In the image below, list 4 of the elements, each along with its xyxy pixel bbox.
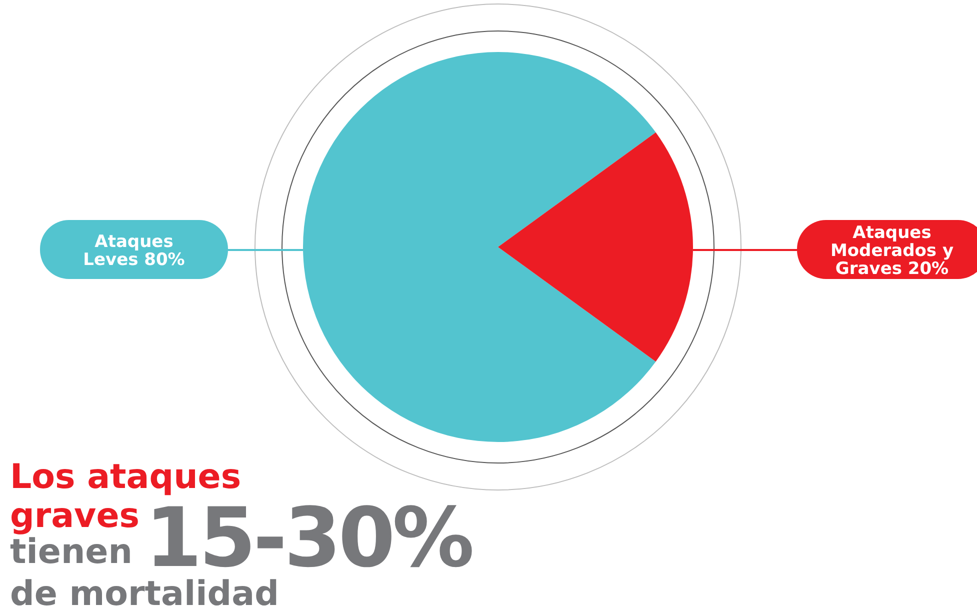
slice-label: Ataques Leves 80% [83, 232, 185, 270]
text: graves [10, 496, 140, 536]
text: de mortalidad [10, 574, 279, 614]
slice-label: Ataques Moderados y Graves 20% [830, 223, 954, 279]
